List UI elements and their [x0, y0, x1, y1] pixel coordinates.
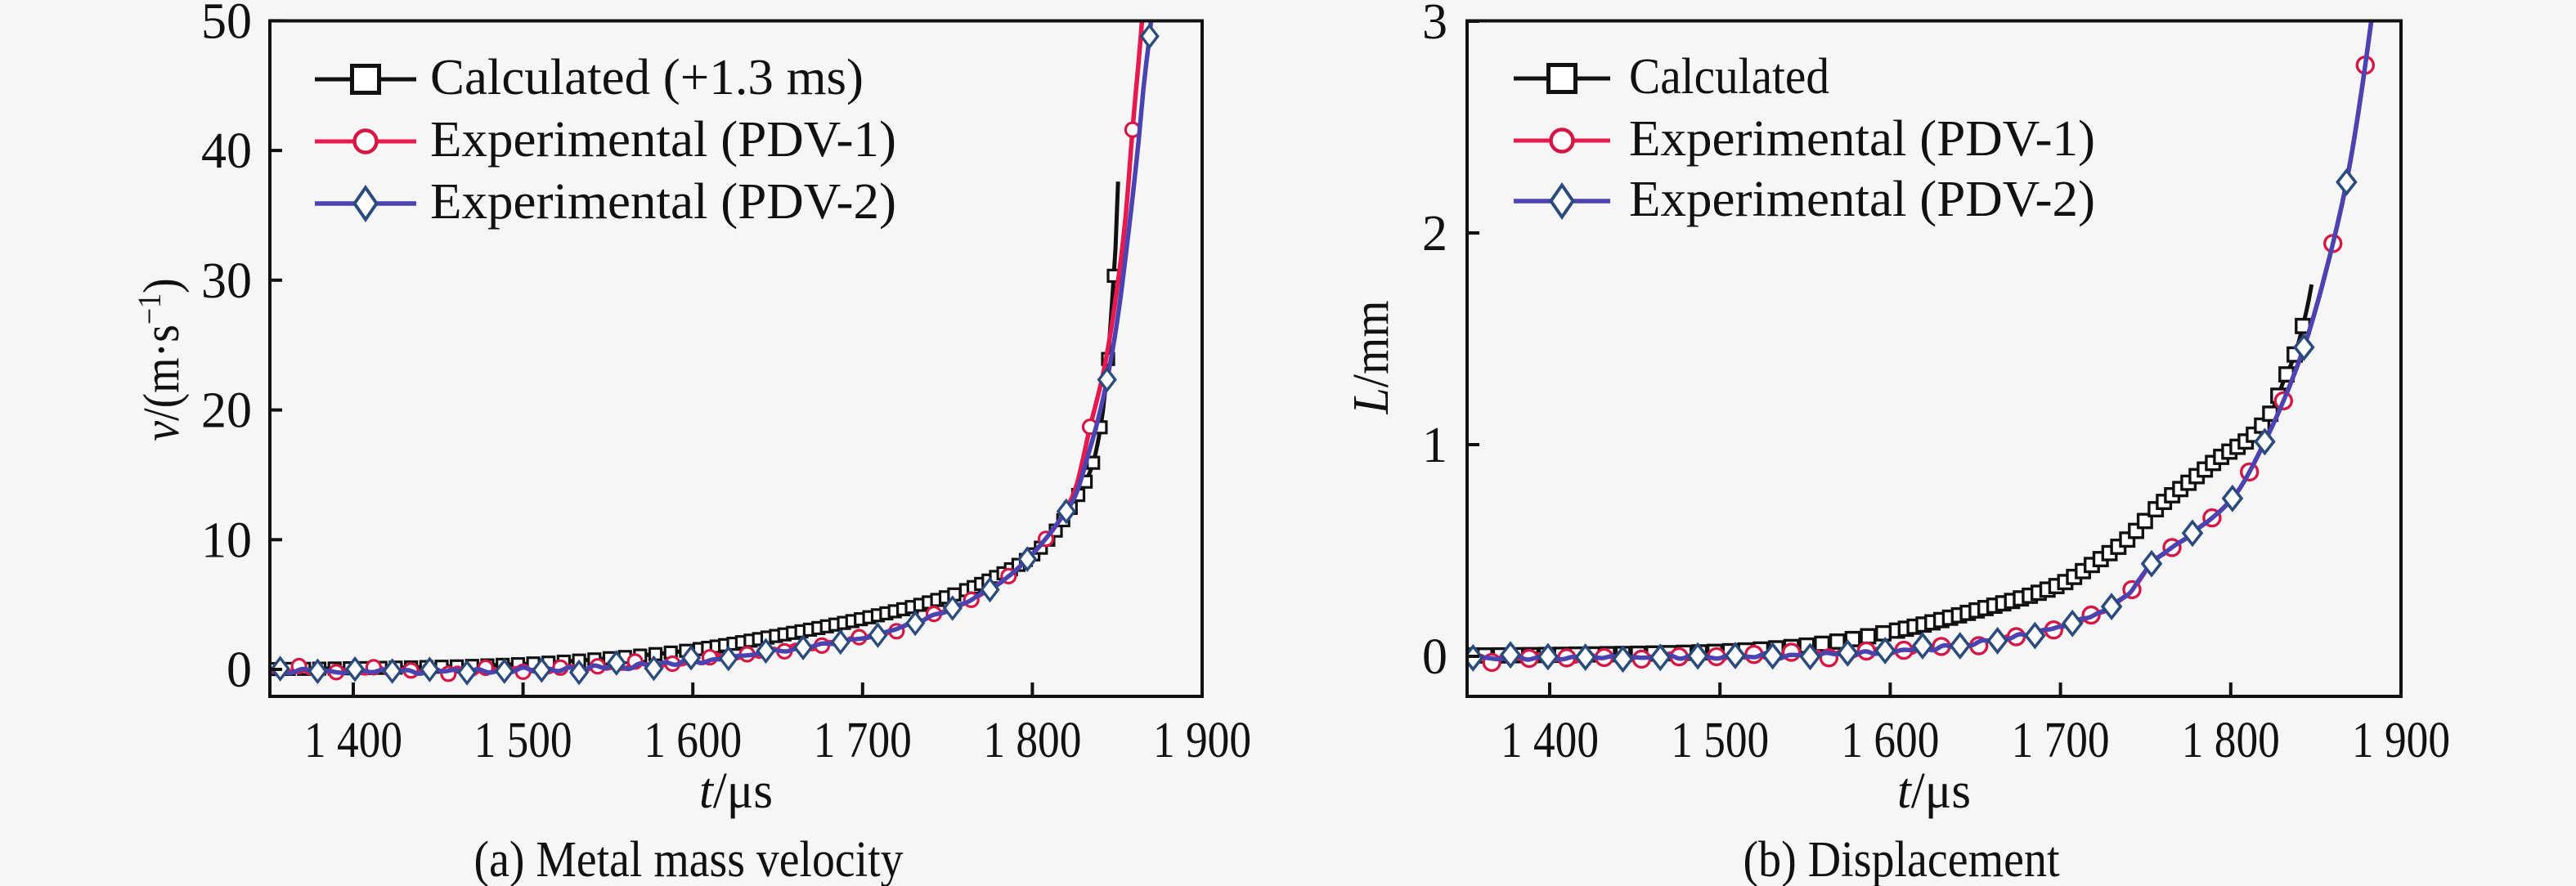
svg-text:1 400: 1 400 [1501, 713, 1599, 768]
svg-text:50: 50 [201, 0, 252, 49]
svg-text:1 600: 1 600 [1841, 713, 1939, 768]
svg-text:20: 20 [201, 383, 252, 439]
svg-text:0: 0 [227, 642, 252, 698]
svg-text:1 900: 1 900 [1153, 713, 1251, 768]
svg-text:1 900: 1 900 [2352, 713, 2450, 768]
svg-text:40: 40 [201, 123, 252, 179]
svg-text:1: 1 [1422, 418, 1447, 473]
svg-text:Experimental (PDV-1): Experimental (PDV-1) [1629, 111, 2095, 167]
svg-text:1 500: 1 500 [1671, 713, 1769, 768]
svg-text:Calculated (+1.3 ms): Calculated (+1.3 ms) [430, 50, 864, 105]
svg-text:0: 0 [1422, 629, 1447, 685]
svg-text:L/mm: L/mm [1343, 300, 1399, 414]
svg-text:10: 10 [201, 512, 252, 568]
svg-text:Experimental (PDV-2): Experimental (PDV-2) [1629, 172, 2095, 227]
svg-text:Calculated: Calculated [1629, 49, 1829, 105]
svg-text:Experimental (PDV-2): Experimental (PDV-2) [430, 174, 896, 230]
svg-text:3: 3 [1422, 0, 1447, 50]
svg-text:1 600: 1 600 [644, 713, 742, 768]
svg-text:t/μs: t/μs [699, 763, 773, 819]
svg-text:Experimental (PDV-1): Experimental (PDV-1) [430, 112, 896, 168]
svg-text:(b) Displacement: (b) Displacement [1744, 832, 2060, 886]
svg-text:1 700: 1 700 [814, 713, 912, 768]
svg-text:1 400: 1 400 [304, 713, 402, 768]
svg-text:1 800: 1 800 [2182, 713, 2280, 768]
svg-text:(a) Metal mass velocity: (a) Metal mass velocity [474, 832, 904, 886]
svg-text:t/μs: t/μs [1897, 763, 1971, 819]
svg-text:1 700: 1 700 [2012, 713, 2110, 768]
svg-text:1 500: 1 500 [474, 713, 572, 768]
svg-text:2: 2 [1422, 206, 1447, 262]
svg-text:v/(m·s−1): v/(m·s−1) [132, 278, 189, 441]
svg-text:1 800: 1 800 [983, 713, 1081, 768]
svg-text:30: 30 [201, 253, 252, 309]
